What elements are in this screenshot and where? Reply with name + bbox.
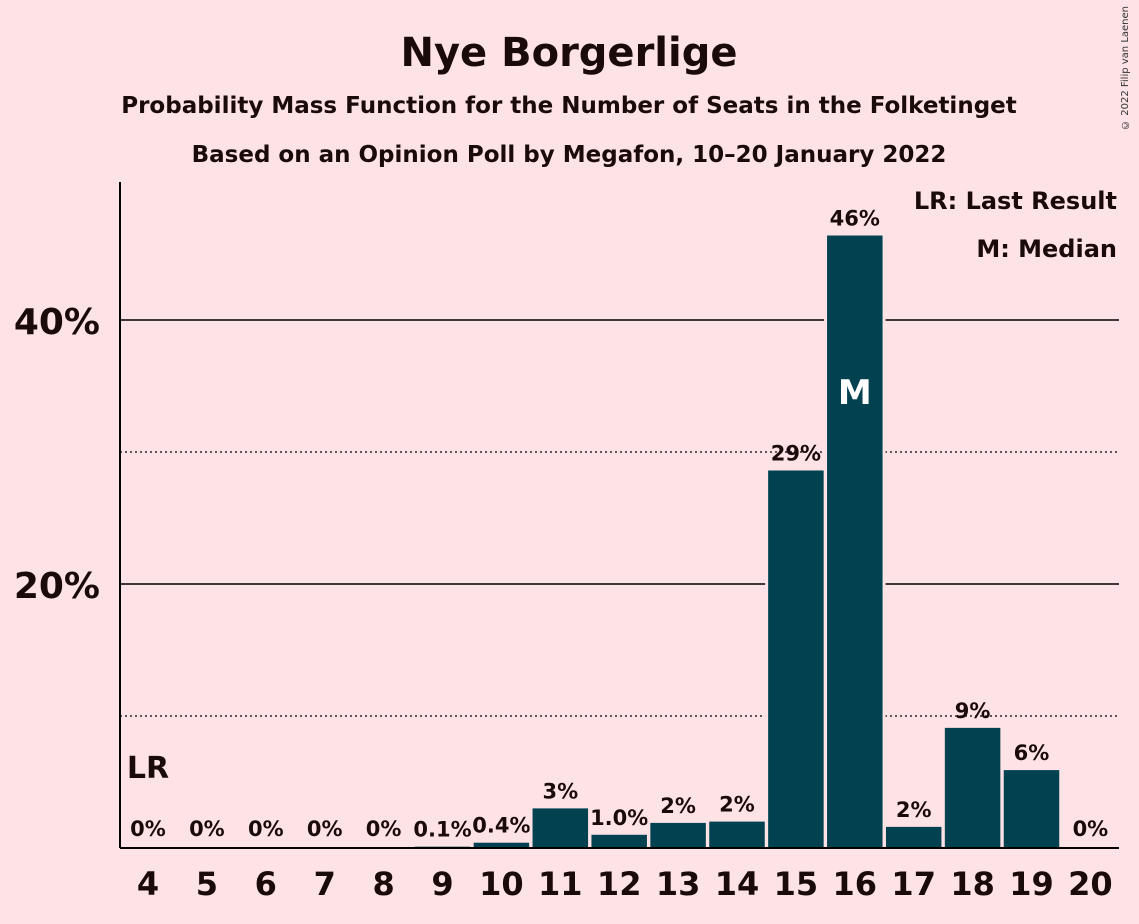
x-tick-label: 15 (774, 865, 819, 903)
bar (591, 834, 647, 848)
x-tick-label: 9 (431, 865, 453, 903)
x-tick-label: 17 (891, 865, 936, 903)
chart-subtitle: Probability Mass Function for the Number… (121, 93, 1017, 119)
bar-value-label: 9% (955, 699, 991, 723)
bar (650, 822, 706, 848)
bar-value-label: 0% (307, 817, 343, 841)
x-tick-label: 5 (196, 865, 218, 903)
bar-gap (411, 843, 474, 848)
axes-group: 20% 40% 4 5 6 7 8 9 10 11 12 13 14 15 16 17 18 19 20 (14, 182, 1119, 903)
bar (1003, 770, 1060, 848)
bar-value-label: 0% (366, 817, 402, 841)
bar-value-label: 0.4% (472, 814, 530, 838)
gridlines (120, 319, 1119, 717)
x-tick-label: 6 (255, 865, 277, 903)
legend-last-result: LR: Last Result (914, 187, 1117, 215)
bar-value-label: 2% (719, 793, 755, 817)
x-tick-label: 19 (1009, 865, 1054, 903)
legend-median: M: Median (976, 235, 1117, 263)
x-tick-label: 10 (479, 865, 524, 903)
bar-value-label: 6% (1014, 741, 1050, 765)
median-marker: M (838, 373, 872, 413)
copyright-note: © 2022 Filip van Laenen (1120, 6, 1131, 130)
x-tick-label: 13 (656, 865, 701, 903)
bars-group: 0% 0% 0% 0% 0% 0.1% 0.4% 3% 1.0% 2% 2% 29% 46% 2% 9% 6%… (127, 207, 1108, 848)
x-tick-label: 8 (372, 865, 394, 903)
x-tick-label: 7 (314, 865, 336, 903)
bar-value-label: 3% (542, 779, 578, 803)
bar-value-label: 0% (130, 817, 166, 841)
x-tick-label: 4 (137, 865, 159, 903)
bar (473, 842, 530, 848)
x-tick-label: 14 (715, 865, 760, 903)
bar-value-label: 0% (1073, 817, 1109, 841)
x-tick-label: 11 (538, 865, 583, 903)
bar-value-label: 0% (189, 817, 225, 841)
x-tick-label: 12 (597, 865, 642, 903)
bar (709, 821, 765, 848)
x-tick-label: 16 (833, 865, 878, 903)
bar (944, 727, 1001, 848)
chart-title: Nye Borgerlige (401, 30, 738, 76)
bar (827, 235, 883, 848)
x-tick-label: 20 (1068, 865, 1113, 903)
y-tick-label: 20% (14, 566, 100, 607)
bar-value-label: 2% (660, 794, 696, 818)
y-tick-label: 40% (14, 302, 100, 343)
bar-value-label: 1.0% (590, 806, 648, 830)
last-result-marker: LR (127, 751, 169, 786)
bar-value-label: 2% (896, 798, 932, 822)
x-tick-label: 18 (950, 865, 995, 903)
bar (768, 470, 824, 848)
bar (532, 808, 589, 848)
chart-subtitle-2: Based on an Opinion Poll by Megafon, 10–… (192, 142, 947, 168)
bar-value-label: 0.1% (413, 818, 471, 842)
bar-value-label: 29% (771, 441, 821, 465)
bar-value-label: 46% (830, 207, 880, 231)
bar (885, 826, 942, 848)
bar-value-label: 0% (248, 817, 284, 841)
